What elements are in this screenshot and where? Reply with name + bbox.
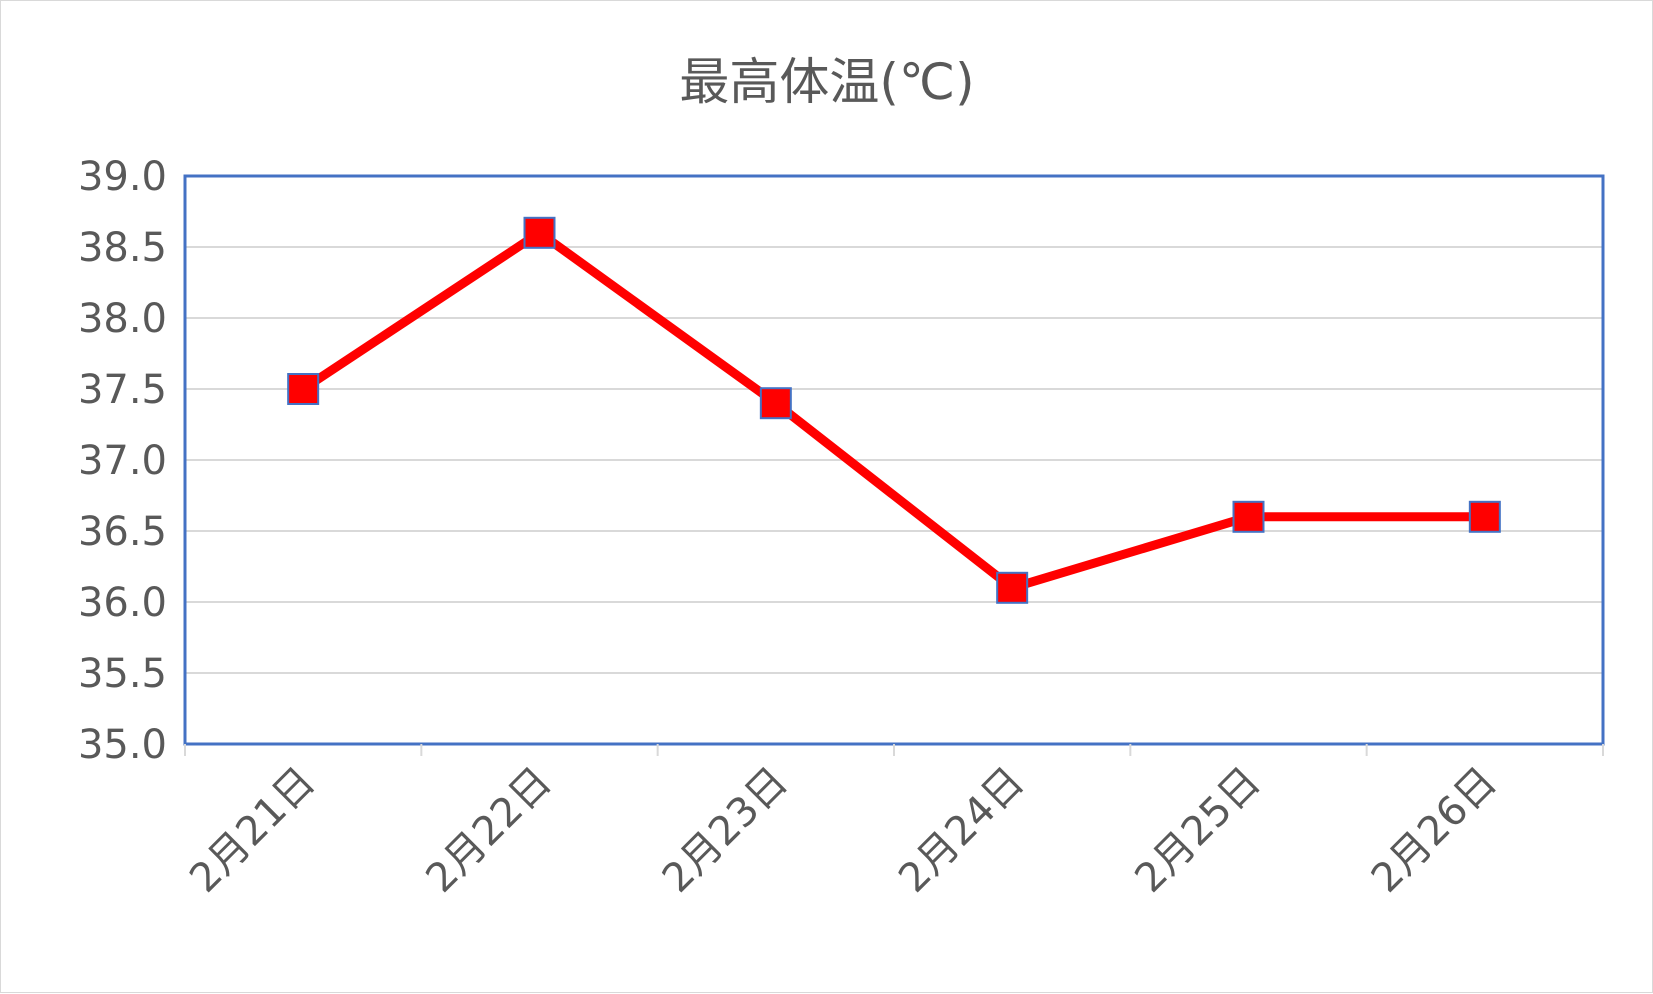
data-point-marker: [287, 373, 320, 405]
x-category-label: 2月25日: [1126, 759, 1269, 902]
y-tick-label: 37.0: [78, 438, 167, 484]
data-point-marker: [1468, 500, 1501, 533]
y-tick-label: 39.0: [78, 154, 167, 200]
series-line: [300, 228, 1485, 593]
series-layer: [287, 216, 1501, 604]
y-axis-labels: 35.0 35.5 36.0 36.5 37.0 37.5 38.0 38.5 39.0: [78, 154, 167, 768]
x-axis-ticks: [184, 744, 1604, 756]
x-category-label: 2月21日: [181, 759, 324, 902]
y-tick-label: 36.5: [78, 509, 167, 555]
x-category-label: 2月26日: [1363, 759, 1506, 902]
y-tick-label: 35.0: [78, 722, 167, 768]
y-tick-label: 37.5: [78, 367, 167, 413]
data-point-marker: [1232, 500, 1265, 533]
y-tick-label: 38.0: [78, 296, 167, 342]
data-point-marker: [523, 216, 556, 249]
x-category-label: 2月24日: [890, 759, 1033, 902]
data-point-marker: [759, 387, 792, 420]
chart-title: 最高体温(℃): [679, 53, 974, 111]
y-tick-label: 35.5: [78, 651, 167, 697]
x-axis-labels: 2月21日 2月22日 2月23日 2月24日 2月25日 2月26日: [181, 759, 1506, 902]
data-point-marker: [996, 571, 1029, 604]
y-tick-label: 38.5: [78, 225, 167, 271]
x-category-label: 2月23日: [654, 759, 797, 902]
y-tick-label: 36.0: [78, 580, 167, 626]
x-category-label: 2月22日: [417, 759, 560, 902]
gridlines: [185, 246, 1603, 674]
